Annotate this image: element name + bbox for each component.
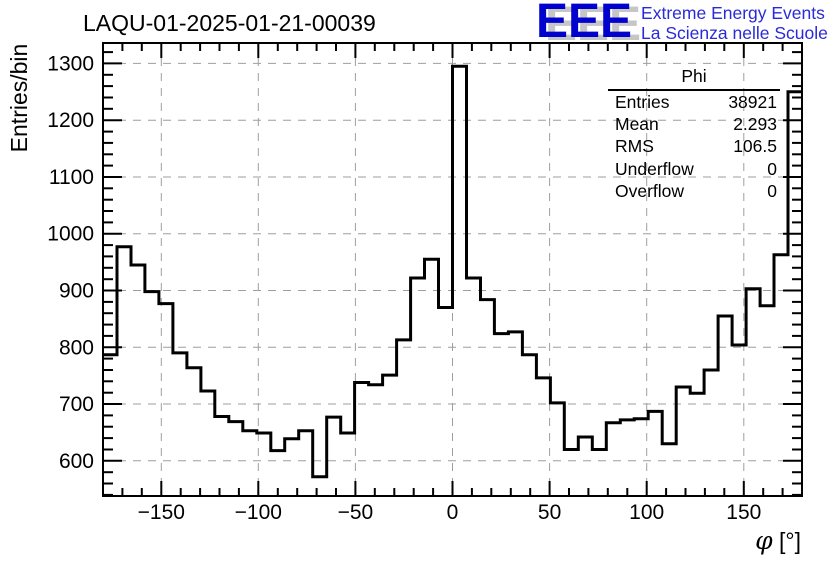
stats-row: Entries 38921 xyxy=(608,91,780,113)
stats-title: Phi xyxy=(681,66,707,86)
y-tick-label: 600 xyxy=(59,450,94,473)
x-tick-label: 0 xyxy=(447,501,459,524)
eee-logo-line1: Extreme Energy Events xyxy=(641,3,825,23)
eee-logo-text: Extreme Energy Events La Scienza nelle S… xyxy=(641,1,828,43)
stats-separator xyxy=(608,89,780,91)
stats-row-label: Overflow xyxy=(615,181,685,202)
stats-row-label: Mean xyxy=(615,114,659,135)
stats-row-label: RMS xyxy=(615,136,654,157)
y-axis-title: Entries/bin xyxy=(6,44,32,153)
x-tick-label: −50 xyxy=(338,501,374,524)
x-axis-title: φ [°] xyxy=(755,526,801,555)
y-tick-label: 700 xyxy=(59,393,94,416)
eee-logo: EEE Extreme Energy Events La Scienza nel… xyxy=(536,0,828,48)
x-tick-label: −100 xyxy=(235,501,282,524)
stats-row: Mean 2.293 xyxy=(608,113,780,135)
y-tick-label: 1200 xyxy=(47,109,94,132)
stats-box: Phi Entries 38921 Mean 2.293 RMS 106.5 Underfl… xyxy=(608,66,780,203)
x-tick-label: 50 xyxy=(538,501,561,524)
chart-title: LAQU-01-2025-01-21-00039 xyxy=(83,10,376,36)
x-tick-label: 150 xyxy=(726,501,761,524)
histogram-line xyxy=(103,64,802,479)
stats-row-label: Underflow xyxy=(615,158,694,179)
eee-logo-acronym: EEE xyxy=(536,0,633,48)
x-tick-label: −150 xyxy=(138,501,185,524)
stats-row: RMS 106.5 xyxy=(608,136,780,158)
stats-rows: Entries 38921 Mean 2.293 RMS 106.5 Underflow 0 O… xyxy=(608,91,780,203)
y-tick-label: 1100 xyxy=(49,166,94,189)
y-tick-label: 800 xyxy=(59,336,94,359)
y-tick-label: 1300 xyxy=(47,52,94,75)
stats-row-value: 38921 xyxy=(728,91,777,112)
stats-row-value: 0 xyxy=(767,158,777,179)
y-tick-label: 900 xyxy=(59,280,94,303)
x-tick-label: 100 xyxy=(629,501,664,524)
stats-row: Underflow 0 xyxy=(608,158,780,180)
y-tick-label: 1000 xyxy=(47,223,94,246)
stats-row-value: 2.293 xyxy=(733,114,777,135)
stats-row-value: 0 xyxy=(767,181,777,202)
eee-logo-line2: La Scienza nelle Scuole xyxy=(641,23,828,43)
stats-row-label: Entries xyxy=(615,91,670,112)
stats-row-value: 106.5 xyxy=(733,136,777,157)
stats-row: Overflow 0 xyxy=(608,181,780,203)
